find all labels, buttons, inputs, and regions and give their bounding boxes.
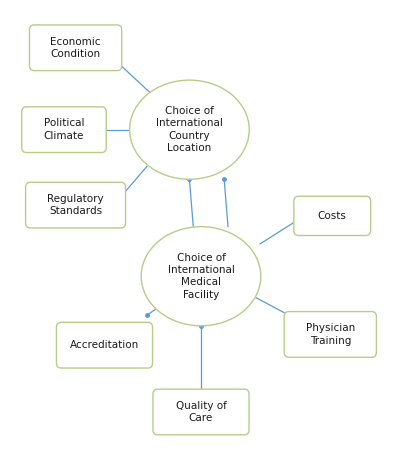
FancyBboxPatch shape [152,389,249,435]
Text: Accreditation: Accreditation [70,340,139,350]
Text: Choice of
International
Country
Location: Choice of International Country Location [156,106,222,153]
Text: Quality of
Care: Quality of Care [175,401,226,423]
Text: Physician
Training: Physician Training [305,323,354,346]
Ellipse shape [141,227,260,326]
Text: Economic
Condition: Economic Condition [50,36,101,59]
FancyBboxPatch shape [26,182,125,228]
FancyBboxPatch shape [22,107,106,153]
FancyBboxPatch shape [293,196,370,235]
Text: Regulatory
Standards: Regulatory Standards [47,194,103,216]
Ellipse shape [129,80,249,179]
Text: Choice of
International
Medical
Facility: Choice of International Medical Facility [167,253,234,300]
FancyBboxPatch shape [284,312,375,357]
Text: Costs: Costs [317,211,346,221]
FancyBboxPatch shape [56,322,152,368]
FancyBboxPatch shape [29,25,122,70]
Text: Political
Climate: Political Climate [44,119,84,141]
